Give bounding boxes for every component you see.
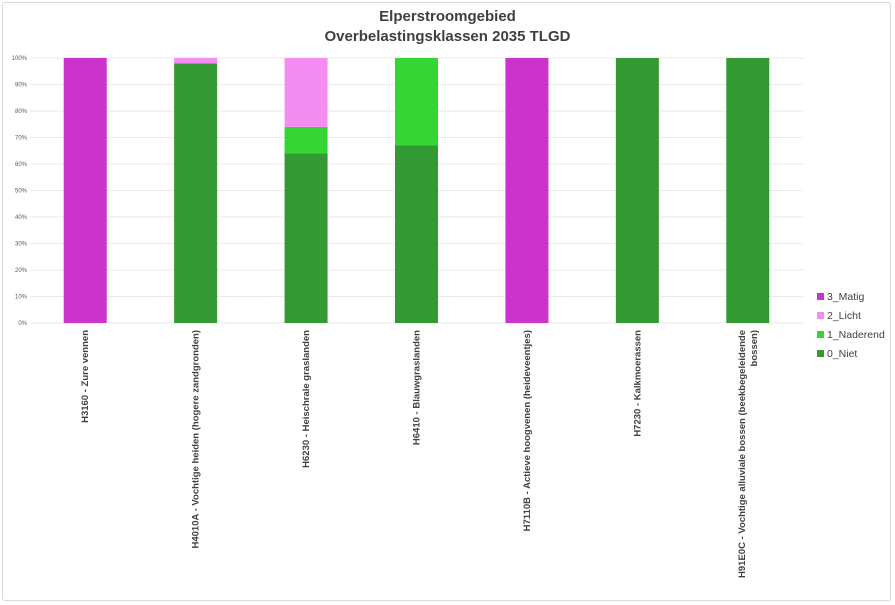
legend-label: 3_Matig bbox=[827, 291, 865, 303]
y-tick-label: 80% bbox=[15, 109, 28, 115]
x-tick-label: H7230 - Kalkmoerassen bbox=[632, 330, 643, 437]
x-tick-label: H3160 - Zure vennen bbox=[80, 330, 91, 423]
bar-segment bbox=[284, 153, 328, 323]
x-tick-label: H7110B - Actieve hoogvenen (heideveentje… bbox=[522, 330, 533, 531]
bar-segment bbox=[505, 58, 549, 323]
x-tick-label: bossen) bbox=[749, 330, 760, 366]
y-tick-label: 100% bbox=[12, 56, 28, 62]
bar-segment bbox=[174, 63, 218, 324]
bar-segment bbox=[284, 126, 328, 154]
y-tick-label: 60% bbox=[15, 162, 28, 168]
y-tick-label: 10% bbox=[15, 295, 28, 301]
y-tick-label: 40% bbox=[15, 215, 28, 221]
bar-segment bbox=[284, 58, 328, 127]
x-tick-label: H6410 - Blauwgraslanden bbox=[412, 330, 423, 445]
legend-swatch bbox=[817, 312, 824, 319]
legend-label: 2_Licht bbox=[827, 310, 861, 322]
chart-title: Elperstroomgebied bbox=[379, 8, 516, 25]
y-tick-label: 50% bbox=[15, 189, 28, 195]
bar-segment bbox=[395, 145, 438, 323]
bar-segment bbox=[174, 58, 218, 64]
x-tick-label: H6230 - Heischrale graslanden bbox=[301, 330, 312, 468]
chart-subtitle: Overbelastingsklassen 2035 TLGD bbox=[324, 28, 571, 45]
y-tick-label: 20% bbox=[15, 268, 28, 274]
x-tick-label: H91E0C - Vochtige alluviale bossen (beek… bbox=[737, 330, 748, 578]
y-tick-label: 30% bbox=[15, 242, 28, 248]
legend-label: 1_Naderend bbox=[827, 329, 885, 341]
bar-segment bbox=[726, 58, 770, 323]
bar-segment bbox=[395, 58, 438, 146]
bar-segment bbox=[63, 58, 107, 323]
y-tick-label: 90% bbox=[15, 83, 28, 89]
y-tick-label: 0% bbox=[18, 321, 27, 327]
legend-label: 0_Niet bbox=[827, 348, 857, 360]
legend-swatch bbox=[817, 350, 824, 357]
x-tick-label: H4010A - Vochtige heiden (hogere zandgro… bbox=[191, 330, 202, 549]
bar-segment bbox=[615, 58, 659, 323]
y-tick-label: 70% bbox=[15, 136, 28, 142]
legend-swatch bbox=[817, 331, 824, 338]
legend-swatch bbox=[817, 293, 824, 300]
